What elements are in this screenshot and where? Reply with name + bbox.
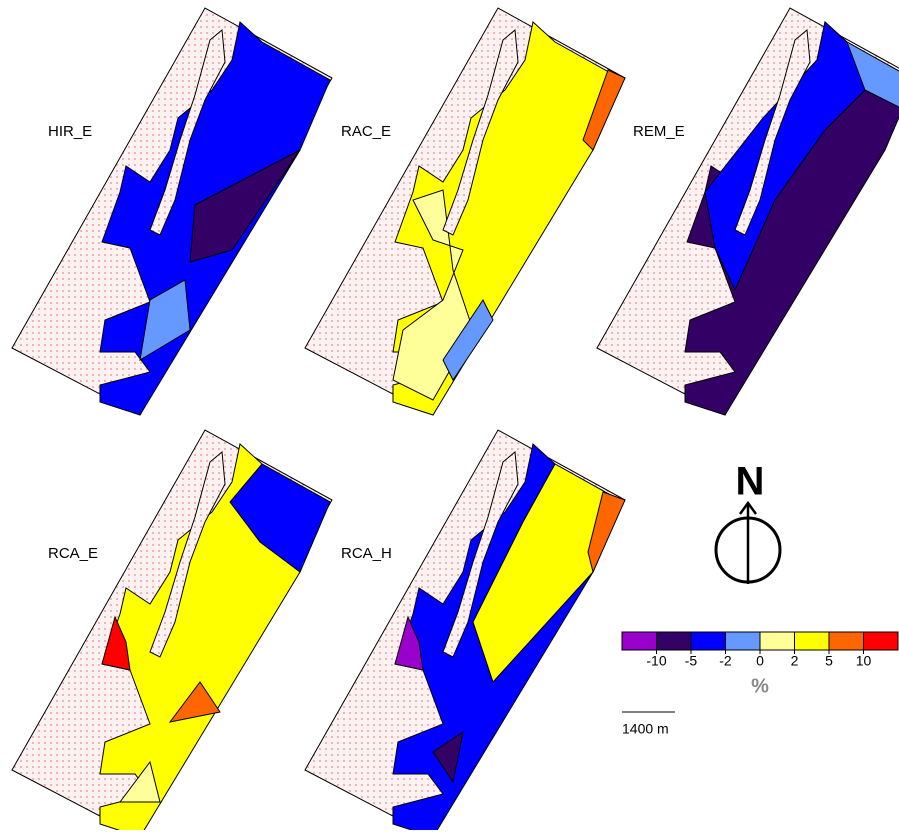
- legend-swatch: [726, 632, 761, 650]
- north-label: N: [736, 460, 765, 504]
- legend-tick-label: 5: [825, 653, 833, 669]
- map-panel: REM_E: [597, 8, 899, 415]
- legend-swatch: [657, 632, 692, 650]
- legend-tick-label: -10: [646, 653, 666, 669]
- legend: -10 -5 -2 0 2 5 10: [622, 632, 898, 669]
- legend-swatch: [691, 632, 726, 650]
- north-arrow: N: [716, 460, 780, 584]
- panel-label: RCA_E: [48, 545, 98, 562]
- legend-swatch: [864, 632, 899, 650]
- legend-swatch: [760, 632, 795, 650]
- panel-label: REM_E: [633, 123, 685, 140]
- scale-label: 1400 m: [622, 721, 669, 737]
- panel-label: RAC_E: [341, 123, 391, 140]
- legend-tick-label: 2: [791, 653, 799, 669]
- panel-label: HIR_E: [48, 123, 92, 140]
- legend-tick-label: -2: [719, 653, 732, 669]
- legend-swatch: [795, 632, 830, 650]
- legend-swatch: [829, 632, 864, 650]
- map-panel: RCA_E: [12, 430, 332, 830]
- legend-swatch: [622, 632, 657, 650]
- panels: HIR_E RAC_E REM_E RCA_E RCA_H: [12, 8, 899, 830]
- figure: HIR_E RAC_E REM_E RCA_E RCA_H N -10 -5 -2 0 2 5 10…: [0, 0, 899, 830]
- legend-tick-label: -5: [685, 653, 698, 669]
- map-panel: HIR_E: [12, 8, 332, 415]
- map-panel: RCA_H: [305, 430, 625, 830]
- legend-unit: %: [751, 675, 769, 697]
- map-panel: RAC_E: [305, 8, 625, 415]
- panel-label: RCA_H: [341, 545, 392, 562]
- legend-tick-label: 0: [756, 653, 764, 669]
- legend-tick-label: 10: [856, 653, 872, 669]
